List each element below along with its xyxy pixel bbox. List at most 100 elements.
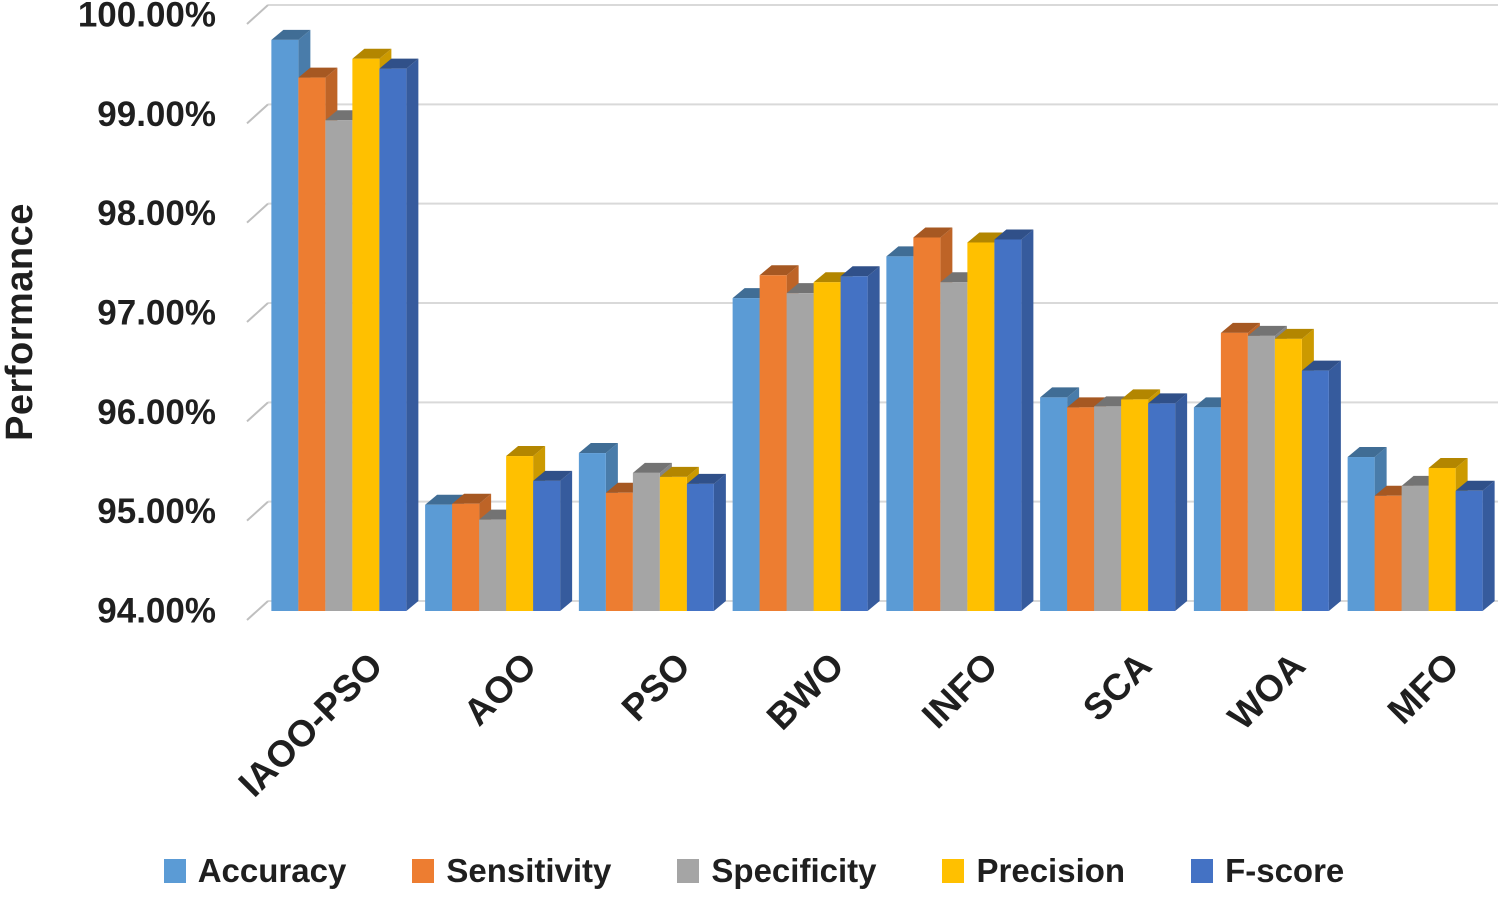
y-axis-tick-label: 99.00% [97, 95, 216, 134]
bar-group-woa [1193, 322, 1341, 611]
f-score-bar-aoo [533, 480, 561, 611]
accuracy-bar-mfo-cap [1347, 447, 1387, 458]
f-score-bar-iaoo-pso-cap [379, 58, 419, 69]
bar-group-bwo [732, 265, 880, 611]
y-axis-tick [246, 600, 269, 621]
y-axis-tick [246, 302, 269, 323]
f-score-bar-info [994, 239, 1022, 611]
f-score-bar-sca-cap [1148, 393, 1188, 404]
accuracy-bar-sca [1040, 397, 1068, 611]
precision-bar-mfo [1428, 467, 1456, 611]
bar-group-mfo [1347, 447, 1495, 611]
precision-bar-sca-cap [1121, 389, 1161, 400]
y-axis-tick [246, 103, 269, 125]
sensitivity-bar-bwo [759, 275, 787, 611]
legend-swatch-accuracy [163, 859, 186, 883]
plot-area: 94.00% 95.00% 96.00% 97.00% 98.00% 99.00% 100.… [78, 0, 1498, 805]
specificity-bar-iaoo-pso [325, 120, 353, 611]
specificity-bar-pso [632, 472, 660, 611]
precision-bar-iaoo-pso [352, 58, 380, 611]
accuracy-bar-pso-cap [578, 443, 618, 454]
sensitivity-bar-woa [1220, 332, 1248, 611]
specificity-bar-info [940, 282, 968, 611]
accuracy-bar-bwo [732, 298, 760, 611]
sensitivity-bar-woa-cap [1220, 322, 1260, 333]
sensitivity-bar-info [913, 237, 941, 612]
f-score-bar-woa [1301, 370, 1329, 611]
specificity-bar-woa [1247, 335, 1275, 611]
precision-bar-mfo-cap [1428, 457, 1468, 468]
x-axis-tick-label: PSO [614, 645, 698, 729]
sensitivity-bar-sca [1067, 407, 1095, 611]
legend-label: Specificity [711, 852, 877, 889]
bar-group-info [886, 227, 1034, 612]
f-score-bar-pso [686, 483, 714, 611]
f-score-bar-info-cap [994, 229, 1034, 240]
specificity-bar-aoo [479, 519, 507, 611]
precision-bar-bwo [813, 282, 841, 611]
precision-bar-aoo-cap [506, 446, 546, 457]
x-axis-tick-label: MFO [1380, 645, 1467, 732]
legend-item-specificity: Specificity [677, 852, 876, 890]
bar-group-iaoo-pso [271, 29, 419, 612]
y-axis-tick-label: 98.00% [97, 194, 216, 233]
legend-swatch-f-score [1191, 859, 1214, 883]
y-axis-tick [246, 401, 269, 423]
f-score-bar-mfo [1455, 490, 1483, 611]
sensitivity-bar-info-cap [913, 227, 953, 238]
accuracy-bar-aoo [425, 504, 453, 611]
bar-group-sca [1040, 387, 1188, 611]
y-axis-tick-label: 94.00% [97, 592, 216, 631]
legend-item-precision: Precision [942, 852, 1125, 890]
y-axis-tick-label: 100.00% [78, 0, 216, 35]
precision-bar-info [967, 242, 995, 611]
f-score-bar-info-side [1021, 229, 1034, 611]
precision-bar-woa-cap [1274, 328, 1314, 339]
x-axis-tick-label: WOA [1220, 645, 1313, 738]
x-axis-tick-label: SCA [1075, 645, 1159, 729]
precision-bar-iaoo-pso-cap [352, 48, 392, 59]
specificity-bar-pso-cap [632, 462, 672, 473]
legend-item-sensitivity: Sensitivity [412, 852, 611, 890]
f-score-bar-bwo-side [867, 266, 880, 611]
f-score-bar-sca [1148, 403, 1176, 611]
accuracy-bar-iaoo-pso-cap [271, 29, 311, 40]
legend-label: Accuracy [197, 852, 347, 889]
x-axis-tick-label: INFO [914, 645, 1005, 736]
y-axis-tick [246, 4, 269, 25]
x-axis-tick-label: IAOO-PSO [231, 645, 391, 805]
f-score-bar-woa-cap [1301, 360, 1341, 371]
f-score-bar-aoo-cap [533, 470, 573, 481]
f-score-bar-pso-side [713, 473, 726, 611]
f-score-bar-woa-side [1328, 360, 1341, 611]
accuracy-bar-pso [578, 453, 606, 611]
bar-group-pso [578, 443, 726, 611]
f-score-bar-mfo-cap [1455, 480, 1495, 491]
accuracy-bar-woa [1193, 407, 1221, 611]
specificity-bar-sca [1094, 406, 1122, 611]
legend-item-accuracy: Accuracy [163, 852, 347, 890]
f-score-bar-pso-cap [686, 473, 726, 484]
precision-bar-woa [1274, 338, 1302, 611]
f-score-bar-sca-side [1175, 393, 1188, 611]
sensitivity-bar-pso [605, 492, 633, 611]
precision-bar-sca [1121, 399, 1149, 611]
specificity-bar-woa-cap [1247, 325, 1287, 336]
y-axis-tick-label: 96.00% [97, 393, 216, 432]
f-score-bar-iaoo-pso [379, 68, 407, 611]
f-score-bar-mfo-side [1482, 480, 1495, 611]
bar-group-aoo [425, 446, 573, 611]
f-score-bar-bwo-cap [840, 266, 880, 277]
legend-label: Sensitivity [446, 852, 612, 889]
sensitivity-bar-bwo-cap [759, 265, 799, 276]
y-axis-tick [246, 500, 269, 522]
precision-bar-aoo [506, 456, 534, 611]
f-score-bar-iaoo-pso-side [406, 58, 419, 611]
accuracy-bar-mfo [1347, 457, 1375, 611]
accuracy-bar-sca-cap [1040, 387, 1080, 398]
legend-item-f-score: F-score [1191, 852, 1344, 890]
legend-label: F-score [1225, 852, 1345, 889]
legend-swatch-specificity [677, 859, 700, 883]
y-axis-tick-label: 97.00% [97, 294, 216, 333]
